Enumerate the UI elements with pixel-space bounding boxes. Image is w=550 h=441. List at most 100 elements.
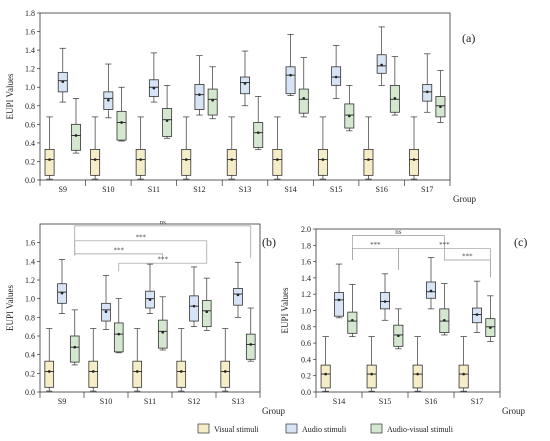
box-S13-visual-stimuli [226,116,237,180]
box-S10-audio-visual-stimuli [116,86,127,142]
bracket-line [443,253,491,278]
x-category-label: S13 [239,185,251,194]
mean-marker [93,158,97,161]
legend-label: Audio-visual stimuli [387,425,454,434]
mean-marker [152,86,156,90]
y-tick-label: 0.8 [301,323,311,332]
mean-marker [324,372,327,376]
iqr-box [71,123,81,151]
y-tick-label: 2.0 [301,225,311,234]
box-S17-audio-stimuli [422,53,433,113]
box-S12-audio-stimuli [189,266,199,328]
iqr-box [458,364,469,389]
mean-marker [383,300,387,303]
x-category-label: S16 [425,397,437,406]
mean-marker [91,370,95,373]
mean-marker [429,289,433,293]
mean-marker [60,291,64,295]
box-S13-audio-visual-stimuli [253,96,264,150]
mean-marker [211,98,214,102]
iqr-box [320,364,331,389]
box-S12-audio-visual-stimuli [201,277,212,331]
mean-marker [256,131,260,134]
y-tick-label: 0.4 [25,351,35,360]
mean-marker [120,121,123,124]
mean-marker [135,370,139,373]
y-tick-label: 0.8 [25,102,35,111]
box-S10-audio-stimuli [101,274,111,330]
y-tick-label: 0.6 [25,332,35,341]
panel-a: 0.0 0.2 0.4 0.6 0.8 1.0 1.2 1.4 1.6 1.8 S9 S10 S11 S1… [5,9,476,204]
box-S9-audio-visual-stimuli [71,98,81,154]
box-S9-audio-visual-stimuli [69,309,80,366]
iqr-box [162,108,173,137]
box-S13-audio-visual-stimuli [245,307,256,362]
box-S14-visual-stimuli [272,116,283,180]
box-S14-audio-visual-stimuli [347,284,358,337]
box-S13-audio-stimuli [240,50,250,107]
y-tick-label: 0.8 [25,313,35,322]
bracket-line [74,253,164,261]
box-S16-audio-stimuli [376,26,387,86]
mean-marker [289,73,292,77]
x-category-label: S17 [471,397,483,406]
mean-marker [236,293,240,297]
box-S16-audio-visual-stimuli [389,56,400,116]
box-S9-audio-stimuli [57,47,68,103]
x-category-label: S15 [330,185,342,194]
x-category-label: S11 [144,397,156,406]
mean-marker [165,119,169,122]
box-S11-visual-stimuli [135,116,146,180]
mean-marker [351,318,354,322]
bracket-line [118,262,208,272]
mean-marker [337,298,341,302]
y-tick-label: 1.4 [301,274,311,283]
x-category-label: S12 [193,185,205,194]
mean-marker [230,158,234,161]
box-S17-audio-stimuli [471,280,482,333]
mean-marker [397,334,400,338]
iqr-box [194,84,205,110]
bracket-line [351,235,445,261]
box-S14-audio-stimuli [333,263,344,319]
significance-bracket: *** [443,252,491,278]
mean-marker [74,134,78,137]
mean-marker [348,114,351,118]
box-S15-visual-stimuli [317,116,328,180]
mean-marker [107,98,110,102]
mean-marker [443,318,446,322]
iqr-box [220,360,231,388]
y-tick-label: 1.4 [25,257,35,266]
iqr-box [298,88,309,114]
y-tick-label: 1.2 [301,290,311,299]
panel-label: (c) [514,235,527,249]
iqr-box [88,360,99,388]
panel-c: 0.0 0.2 0.4 0.6 0.8 1.0 1.2 1.4 1.6 1.8 2.0 S14 S15 S… [280,225,527,416]
iqr-box [245,333,256,360]
box-S14-audio-visual-stimuli [298,57,309,118]
y-tick-label: 1.6 [301,258,311,267]
x-category-label: S17 [421,185,433,194]
iqr-box [157,319,168,349]
y-tick-label: 0.0 [25,388,35,397]
legend-label: Visual stimuli [214,425,259,434]
y-tick-label: 1.6 [25,239,35,248]
y-tick-label: 1.0 [25,83,35,92]
iqr-box [347,311,358,334]
legend-label: Audio stimuli [302,425,347,434]
iqr-box [181,148,192,176]
iqr-box [201,300,212,328]
legend-swatch [197,423,210,434]
y-tick-label: 0.2 [301,372,311,381]
significance-label: ns [395,228,402,236]
box-S15-audio-stimuli [379,273,390,321]
box-S13-visual-stimuli [220,328,231,392]
panel-label: (b) [262,235,276,249]
iqr-box [240,76,250,95]
iqr-box [132,360,143,388]
significance-label: *** [462,252,473,260]
mean-marker [276,158,279,161]
y-tick-label: 0.0 [25,176,35,185]
significance-label: *** [158,256,169,264]
